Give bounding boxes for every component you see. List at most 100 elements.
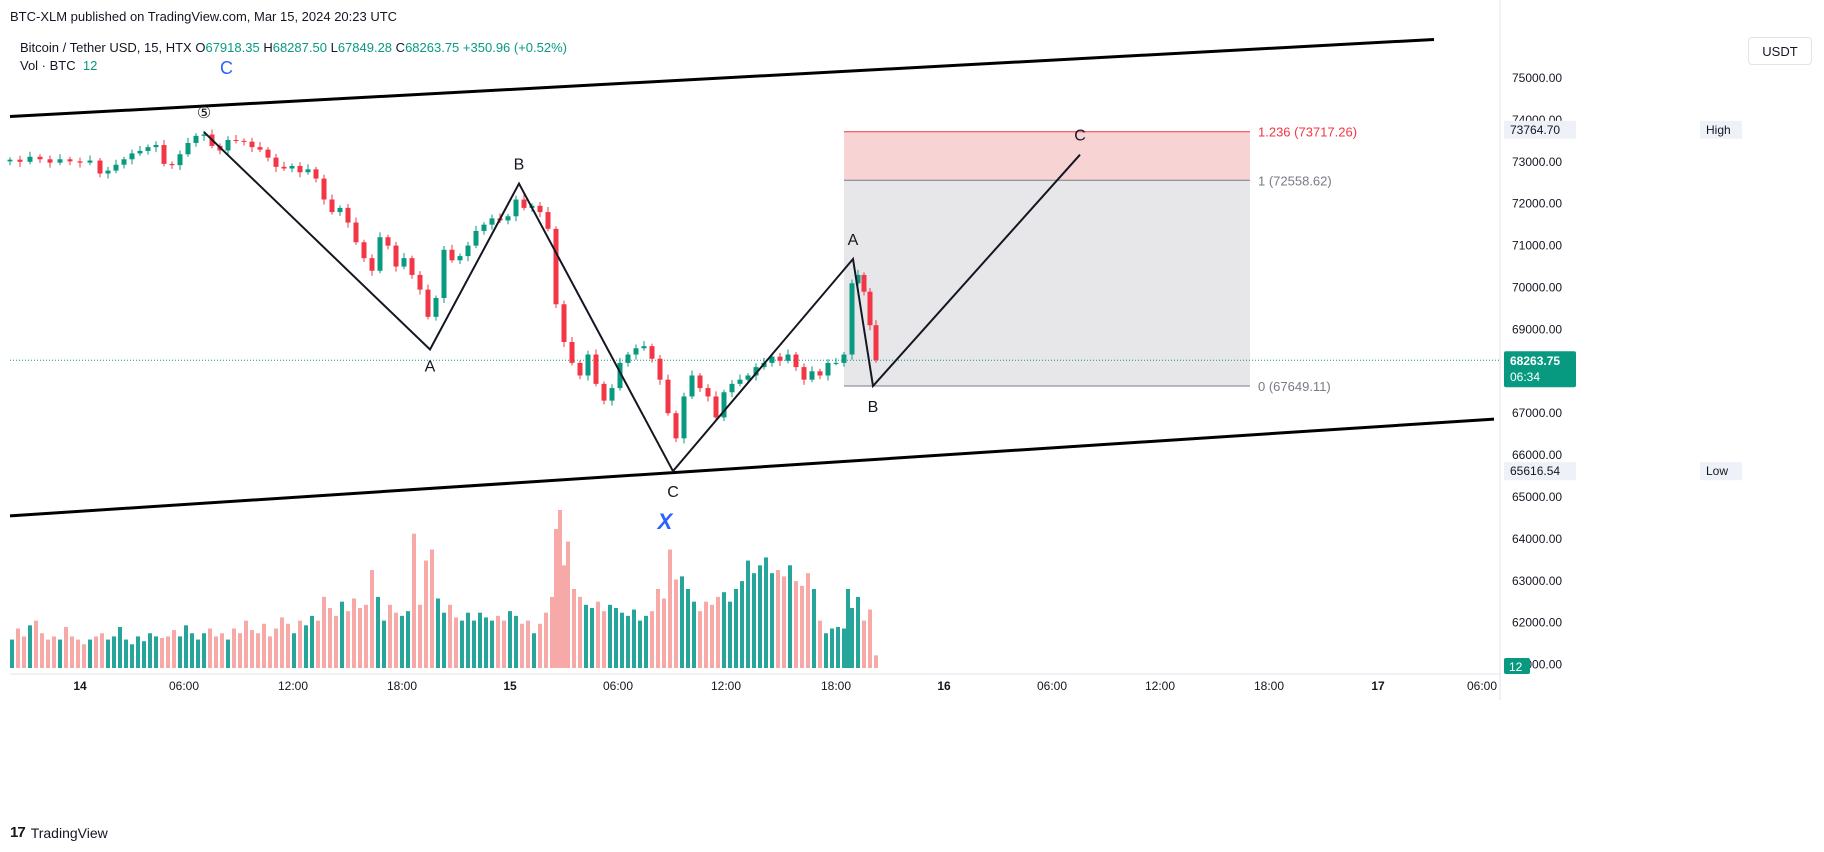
- candle-body: [489, 218, 495, 225]
- candle-body: [329, 199, 335, 213]
- volume-bar: [232, 628, 236, 668]
- candle-body: [305, 169, 311, 173]
- volume-bar: [722, 592, 726, 668]
- candle-body: [825, 362, 831, 376]
- volume-bar: [154, 636, 158, 668]
- volume-bar: [650, 611, 654, 668]
- close-value: 68263.75: [405, 40, 460, 55]
- fib-label-0: 0 (67649.11): [1258, 379, 1331, 394]
- candle-body: [521, 199, 527, 208]
- volume-bar: [716, 596, 720, 668]
- candle-body: [737, 379, 743, 384]
- last-price-value: 68263.75: [1510, 354, 1560, 368]
- volume-bar: [124, 639, 128, 668]
- close-label: C: [395, 40, 406, 55]
- candle-body: [553, 228, 559, 305]
- candle-body: [561, 304, 567, 342]
- candle-body: [337, 207, 343, 213]
- channel-upper-line: [9, 37, 1435, 119]
- volume-bar: [376, 596, 380, 668]
- wave-label: A: [425, 359, 436, 376]
- channel-lower-line: [9, 417, 1495, 518]
- volume-bar: [520, 623, 524, 668]
- wave-label: B: [514, 157, 525, 174]
- volume-bar: [352, 598, 356, 668]
- candle-body: [689, 375, 695, 397]
- volume-bar: [208, 628, 212, 668]
- candle-body: [233, 140, 239, 142]
- volume-bar: [436, 598, 440, 668]
- volume-bar: [562, 565, 566, 668]
- candle-body: [833, 362, 839, 364]
- volume-bar: [16, 628, 20, 668]
- x-tick-label: 12:00: [711, 679, 741, 693]
- volume-bar: [94, 636, 98, 668]
- wave-label: A: [848, 232, 859, 249]
- wave-label: ⑤: [197, 105, 211, 122]
- y-tick-label: 64000.00: [1512, 532, 1562, 546]
- volume-bar: [88, 639, 92, 668]
- volume-bar: [584, 604, 588, 668]
- low-value: 67849.28: [337, 40, 393, 55]
- candle-body: [769, 356, 775, 363]
- candle-body: [321, 178, 327, 200]
- candle-body: [441, 249, 447, 298]
- volume-bar: [172, 630, 176, 668]
- y-tick-label: 62000.00: [1512, 616, 1562, 630]
- volume-bar: [632, 609, 636, 668]
- volume-bar: [662, 598, 666, 668]
- volume-bar: [34, 620, 38, 668]
- volume-bar: [22, 636, 26, 668]
- high-value-bg: [1504, 120, 1576, 139]
- volume-bar: [490, 620, 494, 668]
- candle-body: [201, 134, 207, 136]
- candle-body: [145, 147, 151, 151]
- tradingview-brand: TradingView: [30, 824, 108, 841]
- change-value: +350.96 (+0.52%): [462, 40, 567, 55]
- volume-bar: [550, 596, 554, 668]
- volume-bar: [788, 565, 792, 668]
- currency-button[interactable]: USDT: [1748, 37, 1812, 65]
- volume-bar: [274, 628, 278, 668]
- volume-bar: [196, 639, 200, 668]
- volume-bar: [776, 570, 780, 668]
- volume-bar: [782, 576, 786, 668]
- volume-bar: [644, 615, 648, 668]
- candle-body: [809, 371, 815, 380]
- low-value-bg: [1504, 462, 1576, 481]
- volume-bar: [746, 560, 750, 668]
- candle-body: [697, 375, 703, 389]
- volume-bar: [734, 589, 738, 668]
- candle-body: [465, 245, 471, 257]
- volume-bar: [418, 604, 422, 668]
- volume-bar: [394, 612, 398, 668]
- volume-bar: [148, 633, 152, 668]
- x-tick-label: 15: [503, 679, 517, 693]
- volume-bar: [76, 639, 80, 668]
- high-label: H: [263, 40, 273, 55]
- volume-bar: [620, 612, 624, 668]
- volume-bar: [578, 596, 582, 668]
- volume-bar: [64, 626, 68, 668]
- low-badge-bg: [1700, 462, 1742, 481]
- volume-bar: [424, 560, 428, 668]
- legend-wave-label: C: [220, 58, 233, 78]
- candle-body: [369, 258, 375, 271]
- y-tick-label: 65000.00: [1512, 490, 1562, 504]
- high-badge-label: High: [1706, 123, 1731, 137]
- volume-bar: [850, 607, 854, 668]
- candle-body: [665, 379, 671, 414]
- volume-bar: [686, 589, 690, 668]
- tradingview-footer[interactable]: 17 TradingView: [10, 824, 108, 841]
- candle-body: [793, 354, 799, 368]
- candle-body: [777, 356, 783, 361]
- candle-body: [273, 157, 279, 167]
- candle-body: [345, 207, 351, 223]
- candle-body: [37, 156, 43, 160]
- tradingview-logo-icon: 17: [10, 824, 26, 841]
- volume-bar: [334, 615, 338, 668]
- candle-body: [265, 149, 271, 158]
- open-value: 67918.35: [205, 40, 260, 55]
- y-tick-label: 72000.00: [1512, 197, 1562, 211]
